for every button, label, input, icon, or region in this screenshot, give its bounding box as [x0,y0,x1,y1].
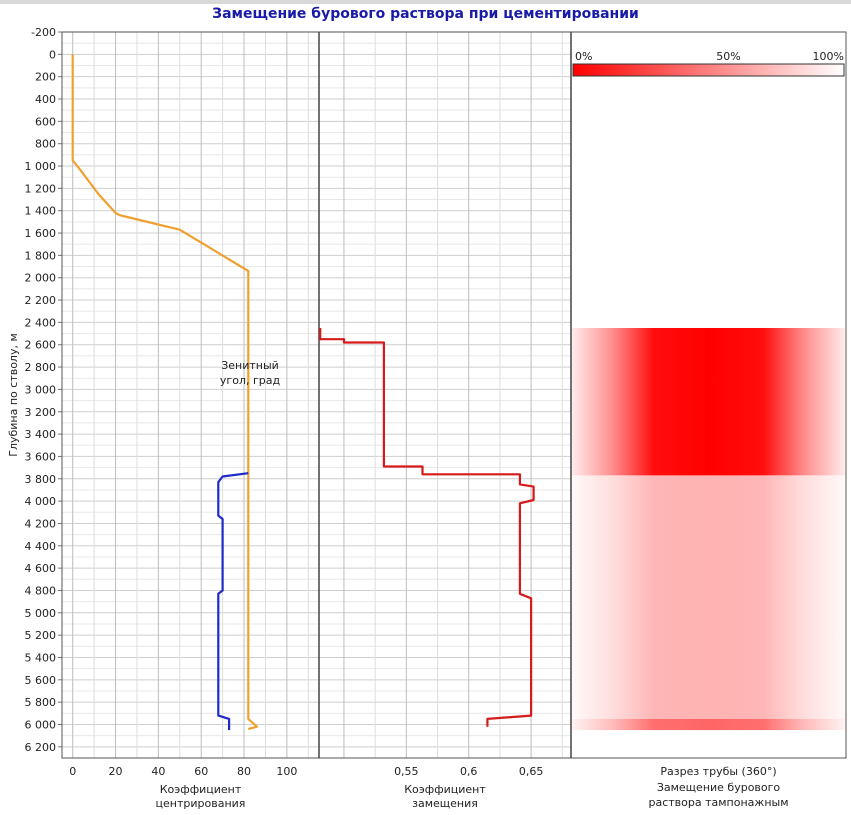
track1-xlabel-line2: центрирования [156,797,246,810]
colorbar-label-0: 0% [575,50,592,63]
colorbar-label-50: 50% [716,50,740,63]
y-tick-label: 1 800 [25,249,57,262]
y-tick-label: 3 200 [25,406,57,419]
track2-x-tick-label: 0,55 [394,765,419,778]
colorbar-label-100: 100% [813,50,844,63]
y-tick-label: 1 600 [25,227,57,240]
y-tick-label: 4 600 [25,562,57,575]
y-tick-label: 3 800 [25,473,57,486]
track3-xlabel2-line1: Замещение бурового [657,781,781,794]
replacement-band [572,327,845,476]
y-tick-label: 0 [49,48,56,61]
replacement-band [572,475,845,719]
track3-xlabel: Разрез трубы (360°) [660,765,776,778]
y-tick-label: 5 200 [25,629,57,642]
y-tick-label: 3 000 [25,383,57,396]
y-axis-label: Глубина по стволу, м [7,333,20,457]
chart-title: Замещение бурового раствора при цементир… [212,6,639,22]
y-tick-label: 5 800 [25,696,57,709]
track1-xlabel-line1: Коэффициент [160,783,242,796]
y-tick-label: 3 400 [25,428,57,441]
track1-x-tick-label: 60 [194,765,208,778]
replacement-coefficient-line [319,328,535,727]
y-tick-label: 4 000 [25,495,57,508]
y-tick-label: 600 [35,115,56,128]
track2-x-tick-label: 0,65 [519,765,544,778]
y-tick-label: 5 000 [25,607,57,620]
y-tick-label: -200 [31,26,56,39]
inclination-line [71,54,258,731]
y-tick-label: 200 [35,71,56,84]
track2-xlabel-line1: Коэффициент [404,783,486,796]
y-tick-label: 6 000 [25,718,57,731]
y-tick-label: 2 000 [25,272,57,285]
y-tick-label: 1 200 [25,182,57,195]
y-tick-label: 6 200 [25,741,57,754]
y-tick-label: 2 600 [25,339,57,352]
y-tick-label: 5 600 [25,674,57,687]
y-tick-label: 4 200 [25,517,57,530]
y-tick-label: 5 400 [25,651,57,664]
y-tick-label: 1 400 [25,205,57,218]
y-tick-label: 2 400 [25,316,57,329]
track1-x-tick-label: 80 [237,765,251,778]
inclination-series-label-line2: угол, град [220,374,281,387]
y-tick-label: 4 400 [25,540,57,553]
track1-x-tick-label: 20 [109,765,123,778]
y-tick-label: 2 800 [25,361,57,374]
track2-x-tick-label: 0,6 [460,765,478,778]
track3-xlabel2-line2: раствора тампонажным [649,796,789,809]
y-tick-label: 400 [35,93,56,106]
track1-x-tick-label: 0 [69,765,76,778]
y-tick-label: 3 600 [25,450,57,463]
track1-x-tick-label: 40 [151,765,165,778]
y-tick-label: 800 [35,138,56,151]
window-top-strip [0,0,851,4]
plot-frame [61,31,847,759]
track1-x-tick-label: 100 [276,765,297,778]
track2-xlabel-line2: замещения [412,797,478,810]
y-tick-label: 1 000 [25,160,57,173]
colorbar [572,63,845,77]
centralization-line [217,472,249,731]
inclination-series-label-line1: Зенитный [221,359,279,372]
replacement-band [572,718,845,731]
y-tick-label: 4 800 [25,584,57,597]
y-tick-label: 2 200 [25,294,57,307]
